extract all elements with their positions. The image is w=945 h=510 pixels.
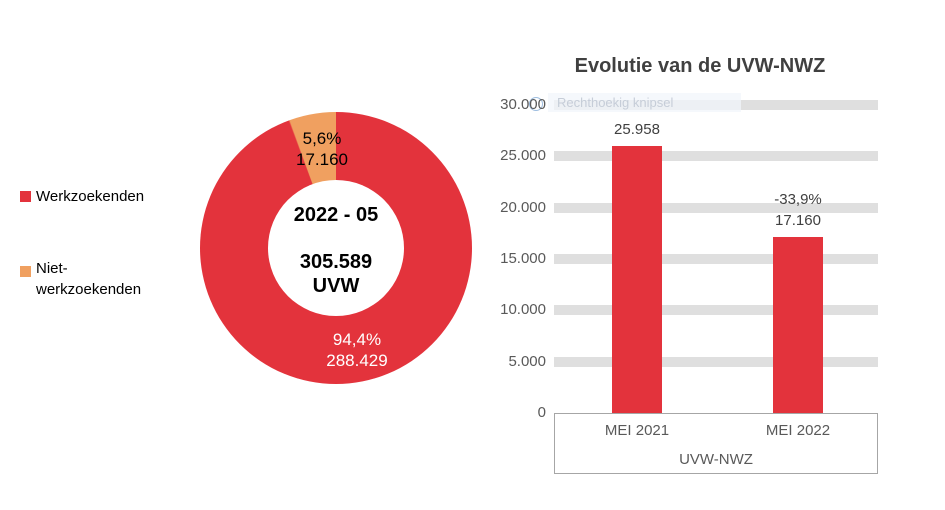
bar-mei-2022 [773, 236, 823, 413]
y-axis-tick-label: 10.000 [500, 301, 546, 319]
category-label: MEI 2021 [604, 422, 670, 439]
donut-label-niet-werkzoekenden-pct: 5,6% [302, 129, 342, 148]
donut-center-period: 2022 - 05 [293, 204, 379, 226]
y-axis-tick-label: 25.000 [500, 147, 546, 165]
bar-data-label-line: -33,9% [774, 190, 822, 208]
bar-data-label: -33,9% 17.160 [738, 189, 858, 231]
donut-label-werkzoekenden-value: 288.429 [326, 351, 388, 370]
donut-label-werkzoekenden-pct: 94,4% [332, 330, 382, 349]
gridline-band [554, 305, 878, 316]
category-axis-box [554, 413, 878, 474]
bar-mei-2021 [612, 146, 662, 413]
y-axis-tick-label: 15.000 [500, 250, 546, 267]
donut-center-total: 305.589 [299, 251, 373, 273]
gridline-band [554, 202, 878, 213]
snip-highlight [548, 93, 741, 112]
legend-label-niet-werkzoekenden: Niet-werkzoekenden [36, 260, 142, 298]
bar-data-label-line: 25.958 [614, 121, 660, 139]
donut-label-werkzoekenden: 94,4% 288.429 [297, 329, 417, 371]
donut-center: 2022 - 05 305.589 UVW [268, 180, 404, 316]
category-label: MEI 2022 [765, 422, 831, 439]
bar-data-label-line: 17.160 [775, 211, 821, 229]
donut-label-niet-werkzoekenden: 5,6% 17.160 [262, 128, 382, 170]
y-axis-tick-label: 5.000 [508, 352, 546, 370]
gridline-band [554, 254, 878, 264]
donut-center-unit: UVW [312, 275, 360, 297]
legend-swatch-niet-werkzoekenden [20, 266, 31, 277]
snip-cursor-icon [529, 97, 543, 111]
y-axis-tick-label: 30.000 [500, 96, 546, 113]
gridline-band [554, 151, 878, 162]
bar-data-label: 25.958 [577, 119, 697, 140]
donut-label-niet-werkzoekenden-value: 17.160 [296, 150, 348, 169]
y-axis-tick-label: 0 [537, 404, 546, 421]
bar-chart-title: Evolutie van de UVW-NWZ [574, 55, 826, 77]
y-axis-tick-label: 20.000 [500, 198, 546, 216]
snip-watermark-text: Rechthoekig knipsel [557, 95, 674, 110]
gridline-band [554, 356, 878, 367]
axis-group-label: UVW-NWZ [679, 451, 753, 468]
legend-swatch-werkzoekenden [20, 191, 31, 202]
legend-label-werkzoekenden: Werkzoekenden [36, 188, 145, 205]
